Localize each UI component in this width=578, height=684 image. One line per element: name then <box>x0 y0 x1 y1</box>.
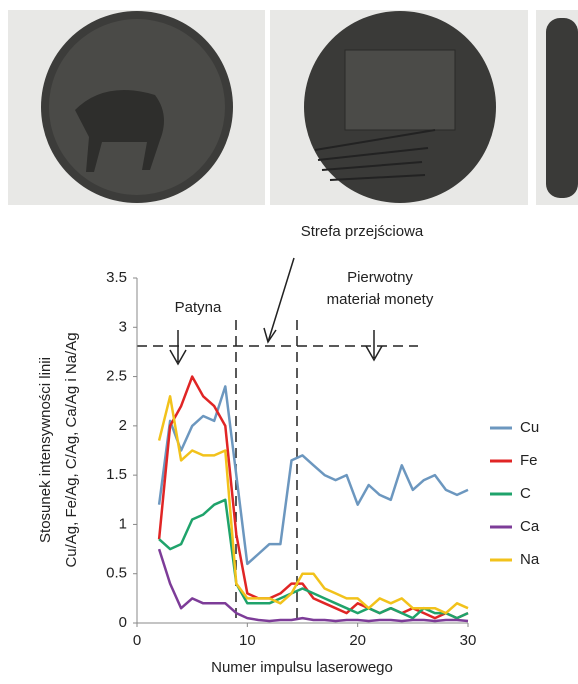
annotation: Strefa przejściowa <box>301 223 424 240</box>
annotation-lines <box>137 257 418 623</box>
legend-label: Ca <box>520 518 540 535</box>
series-line <box>157 385 469 566</box>
x-tick-label: 0 <box>133 632 141 649</box>
y-tick-label: 1.5 <box>106 466 127 483</box>
legend-label: Na <box>520 551 540 568</box>
y-tick-label: 2 <box>119 417 127 434</box>
series-line <box>157 548 469 623</box>
arrow <box>169 330 187 366</box>
annotation: materiał monety <box>327 291 434 308</box>
y-tick-label: 3.5 <box>106 269 127 286</box>
y-tick-label: 2.5 <box>106 368 127 385</box>
x-axis-label: Numer impulsu laserowego <box>211 659 393 676</box>
y-tick-label: 0 <box>119 614 127 631</box>
coin <box>546 18 578 198</box>
coin-figure <box>75 90 164 172</box>
y-axis-label: Cu/Ag, Fe/Ag, C/Ag, Ca/Ag i Na/Ag <box>63 332 80 567</box>
y-tick-label: 1 <box>119 515 127 532</box>
x-tick-label: 30 <box>460 632 477 649</box>
y-tick-label: 0.5 <box>106 565 127 582</box>
series-line <box>157 395 469 615</box>
x-tick-label: 10 <box>239 632 256 649</box>
y-axis-label: Stosunek intensywności linii <box>37 357 54 543</box>
x-tick-label: 20 <box>349 632 366 649</box>
coin-square <box>344 49 456 131</box>
coin-scratches <box>314 129 436 181</box>
coin-photos <box>8 10 578 205</box>
arrow <box>263 257 295 344</box>
legend-label: C <box>520 485 531 502</box>
annotation: Pierwotny <box>347 269 413 286</box>
series-line <box>158 498 469 620</box>
series-line <box>157 375 469 620</box>
legend-label: Cu <box>520 419 539 436</box>
arrow <box>365 330 383 362</box>
y-tick-label: 3 <box>119 318 127 335</box>
legend-label: Fe <box>520 452 538 469</box>
annotation: Patyna <box>175 299 222 316</box>
